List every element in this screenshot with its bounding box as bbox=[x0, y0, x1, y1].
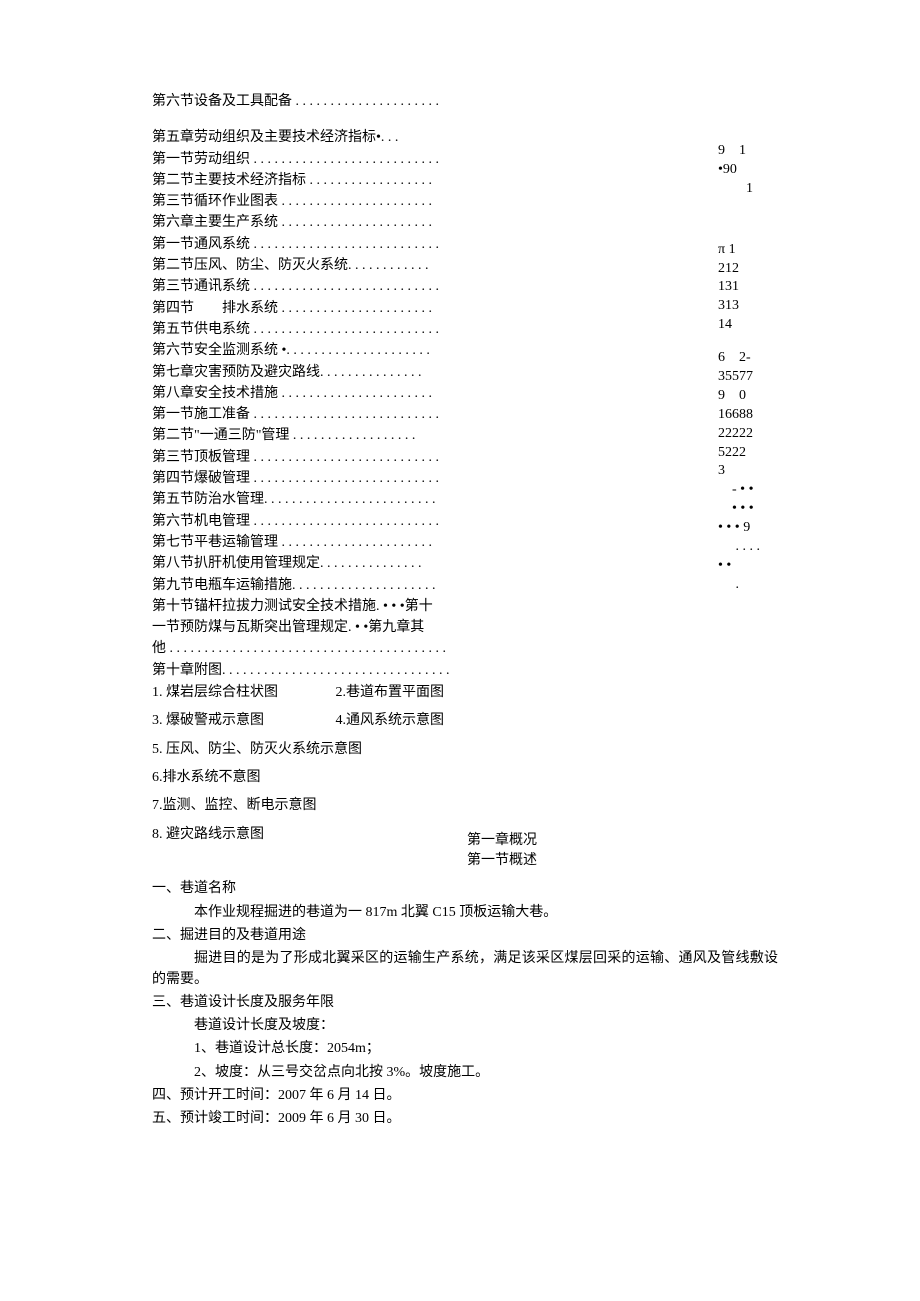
toc-line: 第十章附图. . . . . . . . . . . . . . . . . .… bbox=[152, 661, 462, 681]
toc-page: 22222 bbox=[718, 425, 778, 444]
toc-page: 35577 bbox=[718, 368, 778, 387]
toc-line: 第一节劳动组织 . . . . . . . . . . . . . . . . … bbox=[152, 150, 462, 170]
toc-line: 第七节平巷运输管理 . . . . . . . . . . . . . . . … bbox=[152, 533, 462, 553]
paragraph: 掘进目的是为了形成北翼采区的运输生产系统，满足该采区煤层回采的运输、通风及管线敷… bbox=[152, 949, 778, 990]
toc-page: π 1 bbox=[718, 241, 778, 260]
toc-line: 他 . . . . . . . . . . . . . . . . . . . … bbox=[152, 639, 462, 659]
attach-row: 5. 压风、防尘、防灭火系统示意图 bbox=[152, 740, 778, 760]
toc-page: • • bbox=[718, 557, 778, 576]
attach-row: 6.排水系统不意图 bbox=[152, 768, 778, 788]
toc-page: • • • 9 bbox=[718, 519, 778, 538]
heading-3: 三、巷道设计长度及服务年限 bbox=[152, 993, 778, 1013]
toc-line: 第七章灾害预防及避灾路线. . . . . . . . . . . . . . … bbox=[152, 363, 462, 383]
toc-blank bbox=[718, 227, 778, 241]
toc-line: 第四节 排水系统 . . . . . . . . . . . . . . . .… bbox=[152, 299, 462, 319]
toc-line: 第二节"一通三防"管理 . . . . . . . . . . . . . . … bbox=[152, 426, 462, 446]
heading-4: 四、预计开工时间：2007 年 6 月 14 日。 bbox=[152, 1086, 778, 1106]
toc-right-column: 9 1 •90 1 π 1 212 131 313 14 6 2- 35577 … bbox=[718, 142, 778, 595]
toc-page: 9 0 bbox=[718, 387, 778, 406]
attach-item: 1. 煤岩层综合柱状图 bbox=[152, 683, 332, 703]
paragraph: 巷道设计长度及坡度： bbox=[152, 1016, 778, 1036]
toc-line: 第十节锚杆拉拔力测试安全技术措施. • • •第十 bbox=[152, 597, 462, 617]
toc-page: 3 bbox=[718, 462, 778, 481]
attach-item: 7.监测、监控、断电示意图 bbox=[152, 798, 317, 813]
heading-1: 一、巷道名称 bbox=[152, 879, 778, 899]
attach-item: 4.通风系统示意图 bbox=[336, 713, 445, 728]
toc-line: 第九节电瓶车运输措施. . . . . . . . . . . . . . . … bbox=[152, 576, 462, 596]
attachment-list: 1. 煤岩层综合柱状图 2.巷道布置平面图 3. 爆破警戒示意图 4.通风系统示… bbox=[152, 683, 778, 845]
section-title: 第一节概述 bbox=[442, 851, 562, 871]
toc-line: 一节预防煤与瓦斯突出管理规定. • •第九章其 bbox=[152, 618, 462, 638]
toc-line: 第五节供电系统 . . . . . . . . . . . . . . . . … bbox=[152, 320, 462, 340]
toc-page: 5222 bbox=[718, 444, 778, 463]
attach-row: 3. 爆破警戒示意图 4.通风系统示意图 bbox=[152, 711, 778, 731]
attach-item: 6.排水系统不意图 bbox=[152, 770, 261, 785]
paragraph: 本作业规程掘进的巷道为一 817m 北翼 C15 顶板运输大巷。 bbox=[152, 903, 778, 923]
toc-line: 第四节爆破管理 . . . . . . . . . . . . . . . . … bbox=[152, 469, 462, 489]
toc-blank bbox=[718, 213, 778, 227]
toc-page: 212 bbox=[718, 260, 778, 279]
toc-wrapper: 第六节设备及工具配备 . . . . . . . . . . . . . . .… bbox=[152, 92, 778, 681]
toc-line: 第六节设备及工具配备 . . . . . . . . . . . . . . .… bbox=[152, 92, 462, 112]
toc-page: 6 2- bbox=[718, 349, 778, 368]
paragraph: 2、坡度：从三号交岔点向北按 3%。坡度施工。 bbox=[152, 1063, 778, 1083]
toc-blank bbox=[152, 113, 462, 127]
toc-line: 第二节压风、防尘、防灭火系统. . . . . . . . . . . . bbox=[152, 256, 462, 276]
toc-line: 第六章主要生产系统 . . . . . . . . . . . . . . . … bbox=[152, 213, 462, 233]
toc-line: 第五章劳动组织及主要技术经济指标•. . . bbox=[152, 128, 462, 148]
toc-line: 第六节安全监测系统 •. . . . . . . . . . . . . . .… bbox=[152, 341, 462, 361]
attach-item: 5. 压风、防尘、防灭火系统示意图 bbox=[152, 742, 362, 757]
attach-row: 7.监测、监控、断电示意图 bbox=[152, 796, 778, 816]
toc-page: 14 bbox=[718, 316, 778, 335]
toc-line: 第三节顶板管理 . . . . . . . . . . . . . . . . … bbox=[152, 448, 462, 468]
toc-page: 131 bbox=[718, 278, 778, 297]
heading-2: 二、掘进目的及巷道用途 bbox=[152, 926, 778, 946]
toc-page: . . . . bbox=[718, 538, 778, 557]
attach-item: 3. 爆破警戒示意图 bbox=[152, 711, 332, 731]
toc-line: 第八章安全技术措施 . . . . . . . . . . . . . . . … bbox=[152, 384, 462, 404]
paragraph: 1、巷道设计总长度：2054m； bbox=[152, 1039, 778, 1059]
toc-page: . bbox=[718, 576, 778, 595]
toc-page: 9 1 bbox=[718, 142, 778, 161]
toc-line: 第三节通讯系统 . . . . . . . . . . . . . . . . … bbox=[152, 277, 462, 297]
chapter-title: 第一章概况 bbox=[442, 831, 562, 851]
page-container: 第六节设备及工具配备 . . . . . . . . . . . . . . .… bbox=[0, 0, 920, 1301]
toc-page: - • • bbox=[718, 481, 778, 500]
toc-blank bbox=[718, 199, 778, 213]
toc-page: • • • bbox=[718, 500, 778, 519]
toc-line: 第三节循环作业图表 . . . . . . . . . . . . . . . … bbox=[152, 192, 462, 212]
toc-left-column: 第六节设备及工具配备 . . . . . . . . . . . . . . .… bbox=[152, 92, 462, 681]
toc-blank bbox=[718, 335, 778, 349]
attach-item: 8. 避灾路线示意图 bbox=[152, 827, 264, 842]
toc-line: 第六节机电管理 . . . . . . . . . . . . . . . . … bbox=[152, 512, 462, 532]
toc-line: 第一节通风系统 . . . . . . . . . . . . . . . . … bbox=[152, 235, 462, 255]
toc-line: 第八节扒肝机使用管理规定. . . . . . . . . . . . . . … bbox=[152, 554, 462, 574]
attach-row: 1. 煤岩层综合柱状图 2.巷道布置平面图 bbox=[152, 683, 778, 703]
toc-page: •90 bbox=[718, 161, 778, 180]
toc-page: 1 bbox=[718, 180, 778, 199]
toc-line: 第二节主要技术经济指标 . . . . . . . . . . . . . . … bbox=[152, 171, 462, 191]
toc-page: 16688 bbox=[718, 406, 778, 425]
attach-item: 2.巷道布置平面图 bbox=[336, 685, 445, 700]
toc-page: 313 bbox=[718, 297, 778, 316]
toc-line: 第五节防治水管理. . . . . . . . . . . . . . . . … bbox=[152, 490, 462, 510]
toc-line: 第一节施工准备 . . . . . . . . . . . . . . . . … bbox=[152, 405, 462, 425]
heading-5: 五、预计竣工时间：2009 年 6 月 30 日。 bbox=[152, 1109, 778, 1129]
body-text: 一、巷道名称 本作业规程掘进的巷道为一 817m 北翼 C15 顶板运输大巷。 … bbox=[152, 879, 778, 1129]
